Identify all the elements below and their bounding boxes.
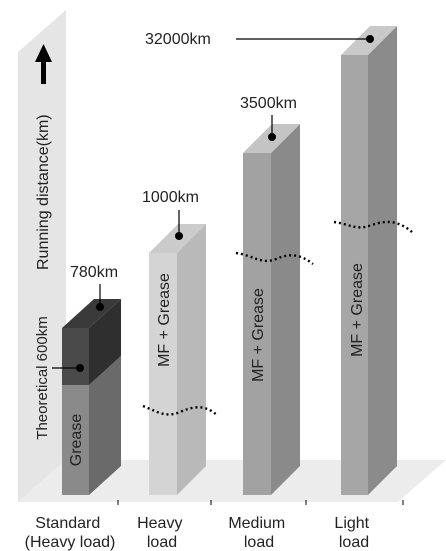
value-label-780: 780km <box>70 264 118 311</box>
category-label-light-line2: load <box>339 534 369 551</box>
bar-standard-top <box>62 299 121 328</box>
category-label-standard: Standard (Heavy load) <box>25 515 116 551</box>
bar-light-front <box>341 55 368 495</box>
bar-heavy: MF + Grease <box>149 224 206 495</box>
bar-standard: Grease <box>62 299 121 495</box>
bar-medium-text: MF + Grease <box>250 288 267 382</box>
category-label-light: Light load <box>334 515 373 551</box>
value-label-32000: 32000km <box>145 31 374 48</box>
bar-heavy-front <box>149 253 177 495</box>
svg-text:3500km: 3500km <box>240 95 297 112</box>
category-label-medium-line1: Medium <box>228 515 285 532</box>
axis-break-heavy <box>142 404 219 417</box>
category-label-light-line1: Light <box>334 515 369 532</box>
category-ticks <box>117 500 404 505</box>
bar-light-side <box>368 26 397 495</box>
y-axis-label: Running distance(km) <box>35 114 52 270</box>
y-axis-arrow <box>35 44 52 84</box>
theoretical-600-label: Theoretical 600km <box>34 316 84 440</box>
svg-text:1000km: 1000km <box>142 189 199 206</box>
category-label-heavy: Heavy load <box>137 515 187 551</box>
category-label-medium: Medium load <box>228 515 289 551</box>
bar-standard-segment-side <box>89 299 121 385</box>
category-label-heavy-line2: load <box>147 534 177 551</box>
category-label-standard-line2: (Heavy load) <box>25 534 116 551</box>
bar-light: MF + Grease <box>341 26 397 495</box>
chart-floor <box>18 460 446 502</box>
bar-standard-side <box>89 356 121 495</box>
svg-text:Theoretical 600km: Theoretical 600km <box>34 316 51 439</box>
bar-medium: MF + Grease <box>243 124 300 495</box>
bar-medium-front <box>243 153 271 495</box>
category-label-standard-line1: Standard <box>35 515 100 532</box>
svg-text:780km: 780km <box>70 264 118 281</box>
bar-medium-side <box>271 124 300 495</box>
value-label-3500: 3500km <box>240 95 297 141</box>
bar-standard-segment-front <box>62 328 89 385</box>
bar-heavy-side <box>177 224 206 495</box>
value-label-1000: 1000km <box>142 189 199 240</box>
category-label-heavy-line1: Heavy <box>137 515 182 532</box>
bar-light-text: MF + Grease <box>349 263 366 357</box>
category-label-medium-line2: load <box>244 534 274 551</box>
chart-back-wall <box>18 10 66 502</box>
bar-standard-grease-front <box>62 385 89 495</box>
bar-standard-text: Grease <box>68 414 85 467</box>
svg-text:32000km: 32000km <box>145 31 211 48</box>
bar-heavy-text: MF + Grease <box>156 273 173 367</box>
axis-break-medium <box>235 251 314 265</box>
